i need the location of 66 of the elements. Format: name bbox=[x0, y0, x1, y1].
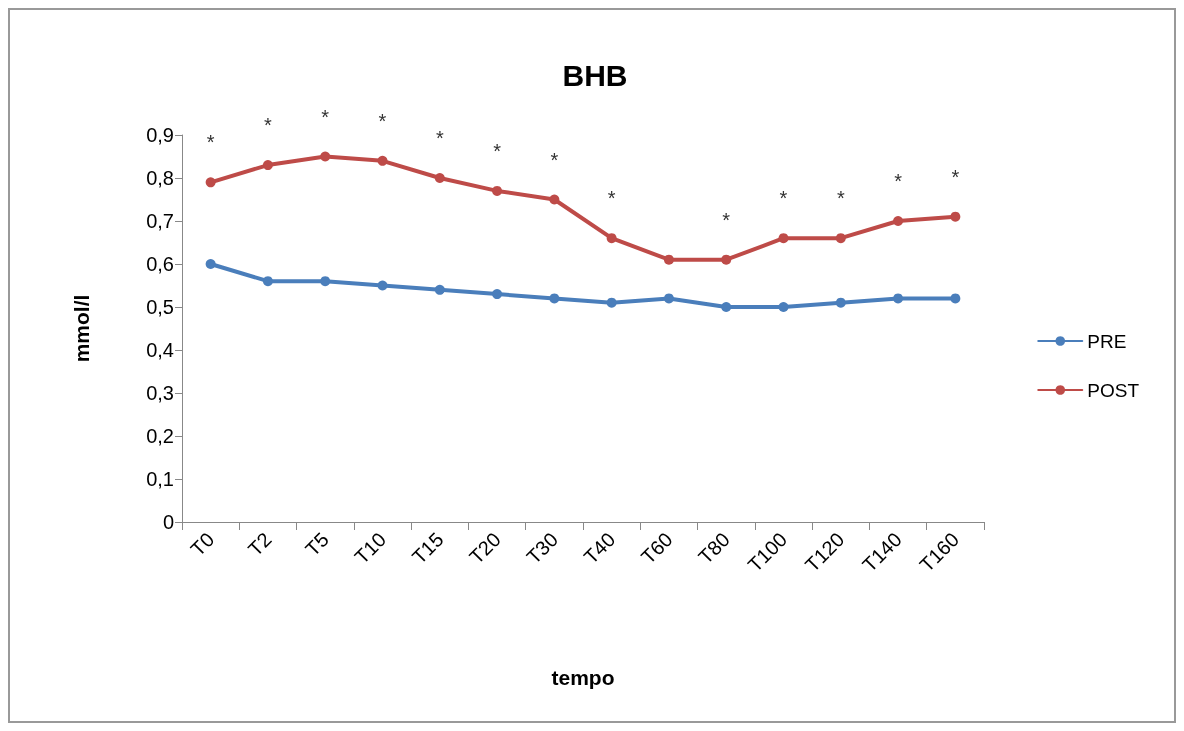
point bbox=[492, 185, 503, 196]
annotation: * bbox=[607, 187, 616, 210]
annotation: * bbox=[264, 114, 273, 137]
y-tick-label: 0 bbox=[162, 511, 174, 533]
legend-label: PRE bbox=[1087, 330, 1127, 352]
point bbox=[549, 293, 560, 304]
annotation: * bbox=[779, 187, 788, 210]
x-axis-title: tempo bbox=[551, 666, 615, 689]
y-tick-label: 0,9 bbox=[146, 124, 174, 146]
annotation: * bbox=[894, 170, 903, 192]
point bbox=[549, 194, 560, 205]
x-tick-label: T0 bbox=[186, 528, 219, 561]
point bbox=[663, 293, 674, 304]
point bbox=[721, 254, 732, 265]
y-tick-label: 0,4 bbox=[146, 339, 174, 361]
point bbox=[205, 259, 216, 269]
point bbox=[778, 233, 789, 244]
point bbox=[262, 276, 273, 287]
x-tick-label: T30 bbox=[522, 528, 563, 569]
point bbox=[835, 233, 846, 244]
y-tick-label: 0,7 bbox=[146, 210, 174, 232]
annotation: * bbox=[951, 165, 960, 188]
y-tick-label: 0,2 bbox=[146, 425, 174, 447]
point bbox=[663, 254, 674, 265]
point bbox=[320, 276, 331, 287]
point bbox=[434, 173, 445, 183]
point bbox=[262, 160, 273, 171]
x-tick-label: T10 bbox=[350, 528, 391, 569]
x-tick-label: T80 bbox=[694, 528, 734, 569]
y-axis-title: mmol/l bbox=[70, 294, 93, 363]
annotation: * bbox=[550, 148, 559, 171]
annotation: * bbox=[435, 127, 444, 149]
y-tick-label: 0,6 bbox=[146, 253, 174, 275]
text: * bbox=[321, 105, 330, 128]
point bbox=[721, 302, 732, 312]
point bbox=[950, 211, 961, 222]
point bbox=[606, 297, 617, 308]
x-tick-label: T5 bbox=[300, 528, 333, 561]
x-tick-label: T2 bbox=[243, 528, 276, 561]
y-tick-label: 0,5 bbox=[146, 296, 174, 318]
x-tick-label: T20 bbox=[464, 528, 505, 569]
y-tick-label: 0,1 bbox=[146, 468, 174, 490]
point bbox=[377, 155, 388, 166]
point bbox=[950, 293, 961, 304]
annotation: * bbox=[493, 139, 502, 162]
text: * bbox=[378, 109, 387, 132]
x-tick-label: T60 bbox=[636, 528, 677, 569]
chart-title: BHB bbox=[562, 58, 628, 92]
point bbox=[893, 293, 904, 304]
point bbox=[835, 297, 846, 308]
x-tick-label: T40 bbox=[579, 528, 620, 569]
point bbox=[205, 177, 216, 188]
y-tick-label: 0,8 bbox=[146, 167, 174, 189]
annotation: * bbox=[206, 131, 215, 154]
point bbox=[434, 284, 445, 295]
point bbox=[893, 216, 904, 226]
annotation: * bbox=[836, 187, 845, 210]
y-tick-label: 0,3 bbox=[146, 382, 174, 404]
annotation: * bbox=[722, 208, 731, 231]
point bbox=[606, 233, 617, 244]
point bbox=[492, 289, 503, 300]
point bbox=[377, 280, 388, 291]
point bbox=[778, 302, 789, 312]
x-tick-label: T15 bbox=[407, 528, 448, 569]
legend-label: POST bbox=[1087, 379, 1140, 401]
point bbox=[320, 151, 331, 162]
